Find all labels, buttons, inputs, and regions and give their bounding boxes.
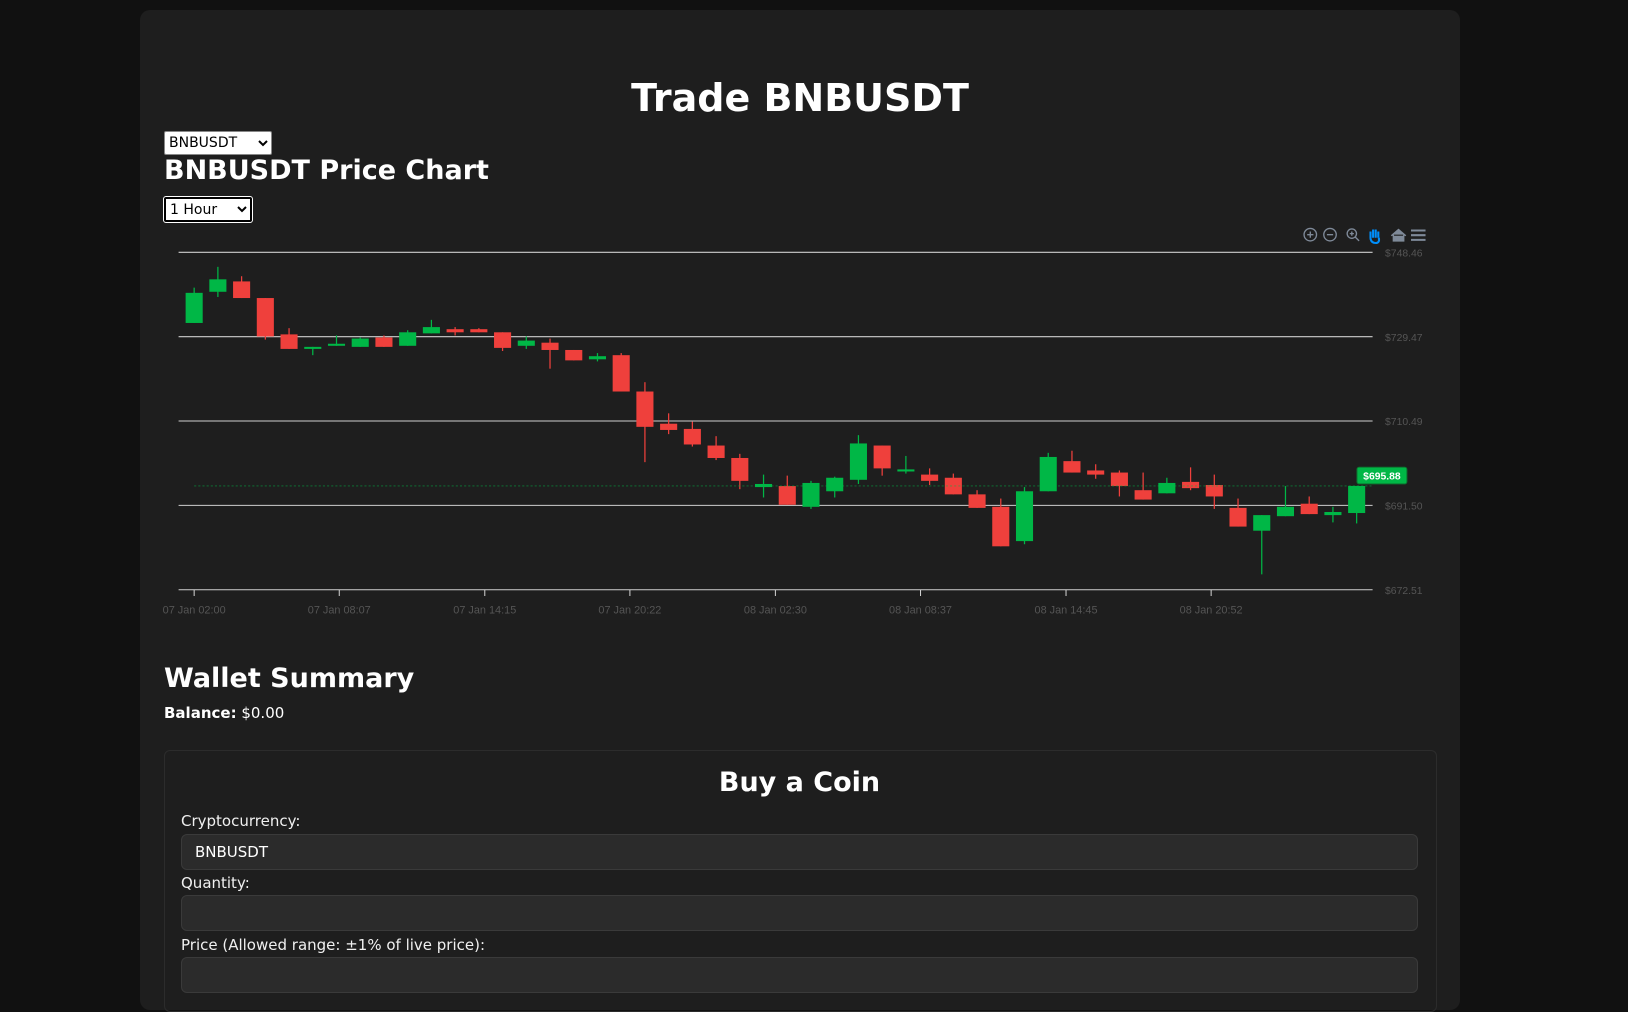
candle-body (517, 340, 535, 346)
candle-body (921, 474, 939, 481)
candle-body (1300, 503, 1318, 515)
candle-body (636, 391, 654, 427)
last-price-label: $695.88 (1363, 472, 1401, 483)
candle-body (1348, 485, 1366, 514)
wallet-title: Wallet Summary (164, 663, 415, 694)
candle-body (185, 292, 203, 323)
balance-label: Balance: (164, 704, 237, 722)
x-tick-label: 07 Jan 14:15 (453, 605, 516, 617)
pan-button[interactable] (1369, 229, 1381, 245)
candle-body (1253, 515, 1271, 531)
quantity-input[interactable] (181, 895, 1418, 931)
chart-title: BNBUSDT Price Chart (164, 155, 489, 186)
candle-body (944, 477, 962, 495)
candle-body (209, 279, 227, 292)
candle-body (826, 477, 844, 492)
candle-body (422, 327, 440, 334)
balance-row: Balance: $0.00 (164, 704, 284, 722)
candle-body (1205, 484, 1223, 497)
candle-body (1039, 456, 1057, 492)
x-tick-label: 07 Jan 08:07 (308, 605, 371, 617)
interval-select[interactable]: 1 Hour (163, 196, 253, 223)
crypto-input[interactable]: BNBUSDT (181, 834, 1418, 870)
candle-body (802, 482, 820, 507)
candle-body (968, 494, 986, 508)
last-price-box (1356, 466, 1408, 485)
y-tick-label: $710.49 (1385, 417, 1423, 428)
x-tick-label: 08 Jan 08:37 (889, 605, 952, 617)
x-tick-label: 07 Jan 20:22 (598, 605, 661, 617)
candle-body (233, 281, 251, 299)
candle-body (304, 346, 322, 349)
y-tick-label: $729.47 (1385, 333, 1423, 344)
zoom-out-button[interactable] (1323, 227, 1337, 242)
candle-body (612, 355, 630, 392)
candle-body (1015, 491, 1034, 542)
candle-body (897, 469, 915, 472)
candle-body (494, 332, 512, 348)
x-tick-label: 08 Jan 14:45 (1035, 605, 1098, 617)
candle-body (351, 338, 369, 347)
candle-body (849, 443, 867, 480)
y-tick-label: $672.51 (1385, 586, 1423, 597)
candle-body (1229, 507, 1247, 527)
candle-body (327, 343, 346, 346)
page-title: Trade BNBUSDT (631, 76, 969, 120)
candle-body (1182, 481, 1200, 489)
candle-body (565, 349, 583, 361)
candle-body (660, 423, 678, 430)
candle-body (731, 457, 749, 481)
balance-value: $0.00 (241, 704, 285, 722)
page: {"page": {"title": "Trade BNBUSDT", "sym… (140, 10, 1460, 1012)
buy-form-title: Buy a Coin (718, 767, 881, 798)
field-label: Price (Allowed range: ±1% of live price)… (181, 936, 486, 954)
field-label: Quantity: (181, 874, 250, 892)
x-tick-label: 08 Jan 02:30 (744, 605, 807, 617)
candle-body (1276, 506, 1295, 517)
candle-body (256, 298, 274, 337)
candle-body (588, 356, 607, 360)
candle-body (992, 506, 1010, 547)
zoom-select-button[interactable] (1346, 228, 1360, 242)
candle-body (399, 332, 417, 346)
candle-body (280, 334, 298, 349)
candle-body (1110, 472, 1128, 487)
candle-body (470, 329, 488, 333)
candle-body (707, 445, 725, 458)
menu-button[interactable] (1411, 229, 1426, 241)
candle-body (1063, 461, 1081, 473)
chart-toolbar (1303, 227, 1426, 245)
reset-button[interactable] (1390, 228, 1407, 242)
x-tick-label: 08 Jan 20:52 (1180, 605, 1243, 617)
candle-body (778, 486, 796, 505)
y-tick-label: $748.46 (1385, 248, 1423, 259)
candle-body (1087, 470, 1105, 475)
candle-body (1158, 482, 1176, 494)
price-input[interactable] (181, 957, 1418, 993)
candle-body (873, 445, 891, 469)
candle-body (375, 337, 393, 347)
candle-body (446, 329, 464, 333)
y-tick-label: $691.50 (1385, 502, 1423, 513)
candle-body (683, 428, 701, 445)
field-label: Cryptocurrency: (181, 812, 301, 830)
zoom-in-button[interactable] (1303, 227, 1318, 242)
x-tick-label: 07 Jan 02:00 (163, 605, 226, 617)
symbol-select[interactable]: BNBUSDT (164, 131, 272, 155)
chart: $748.46 $729.47 $710.49 $691.50 $672.51 07 Ja… (163, 227, 1426, 617)
candle-body (1324, 512, 1342, 516)
candle-body (541, 342, 559, 350)
candle-body (1134, 490, 1152, 500)
